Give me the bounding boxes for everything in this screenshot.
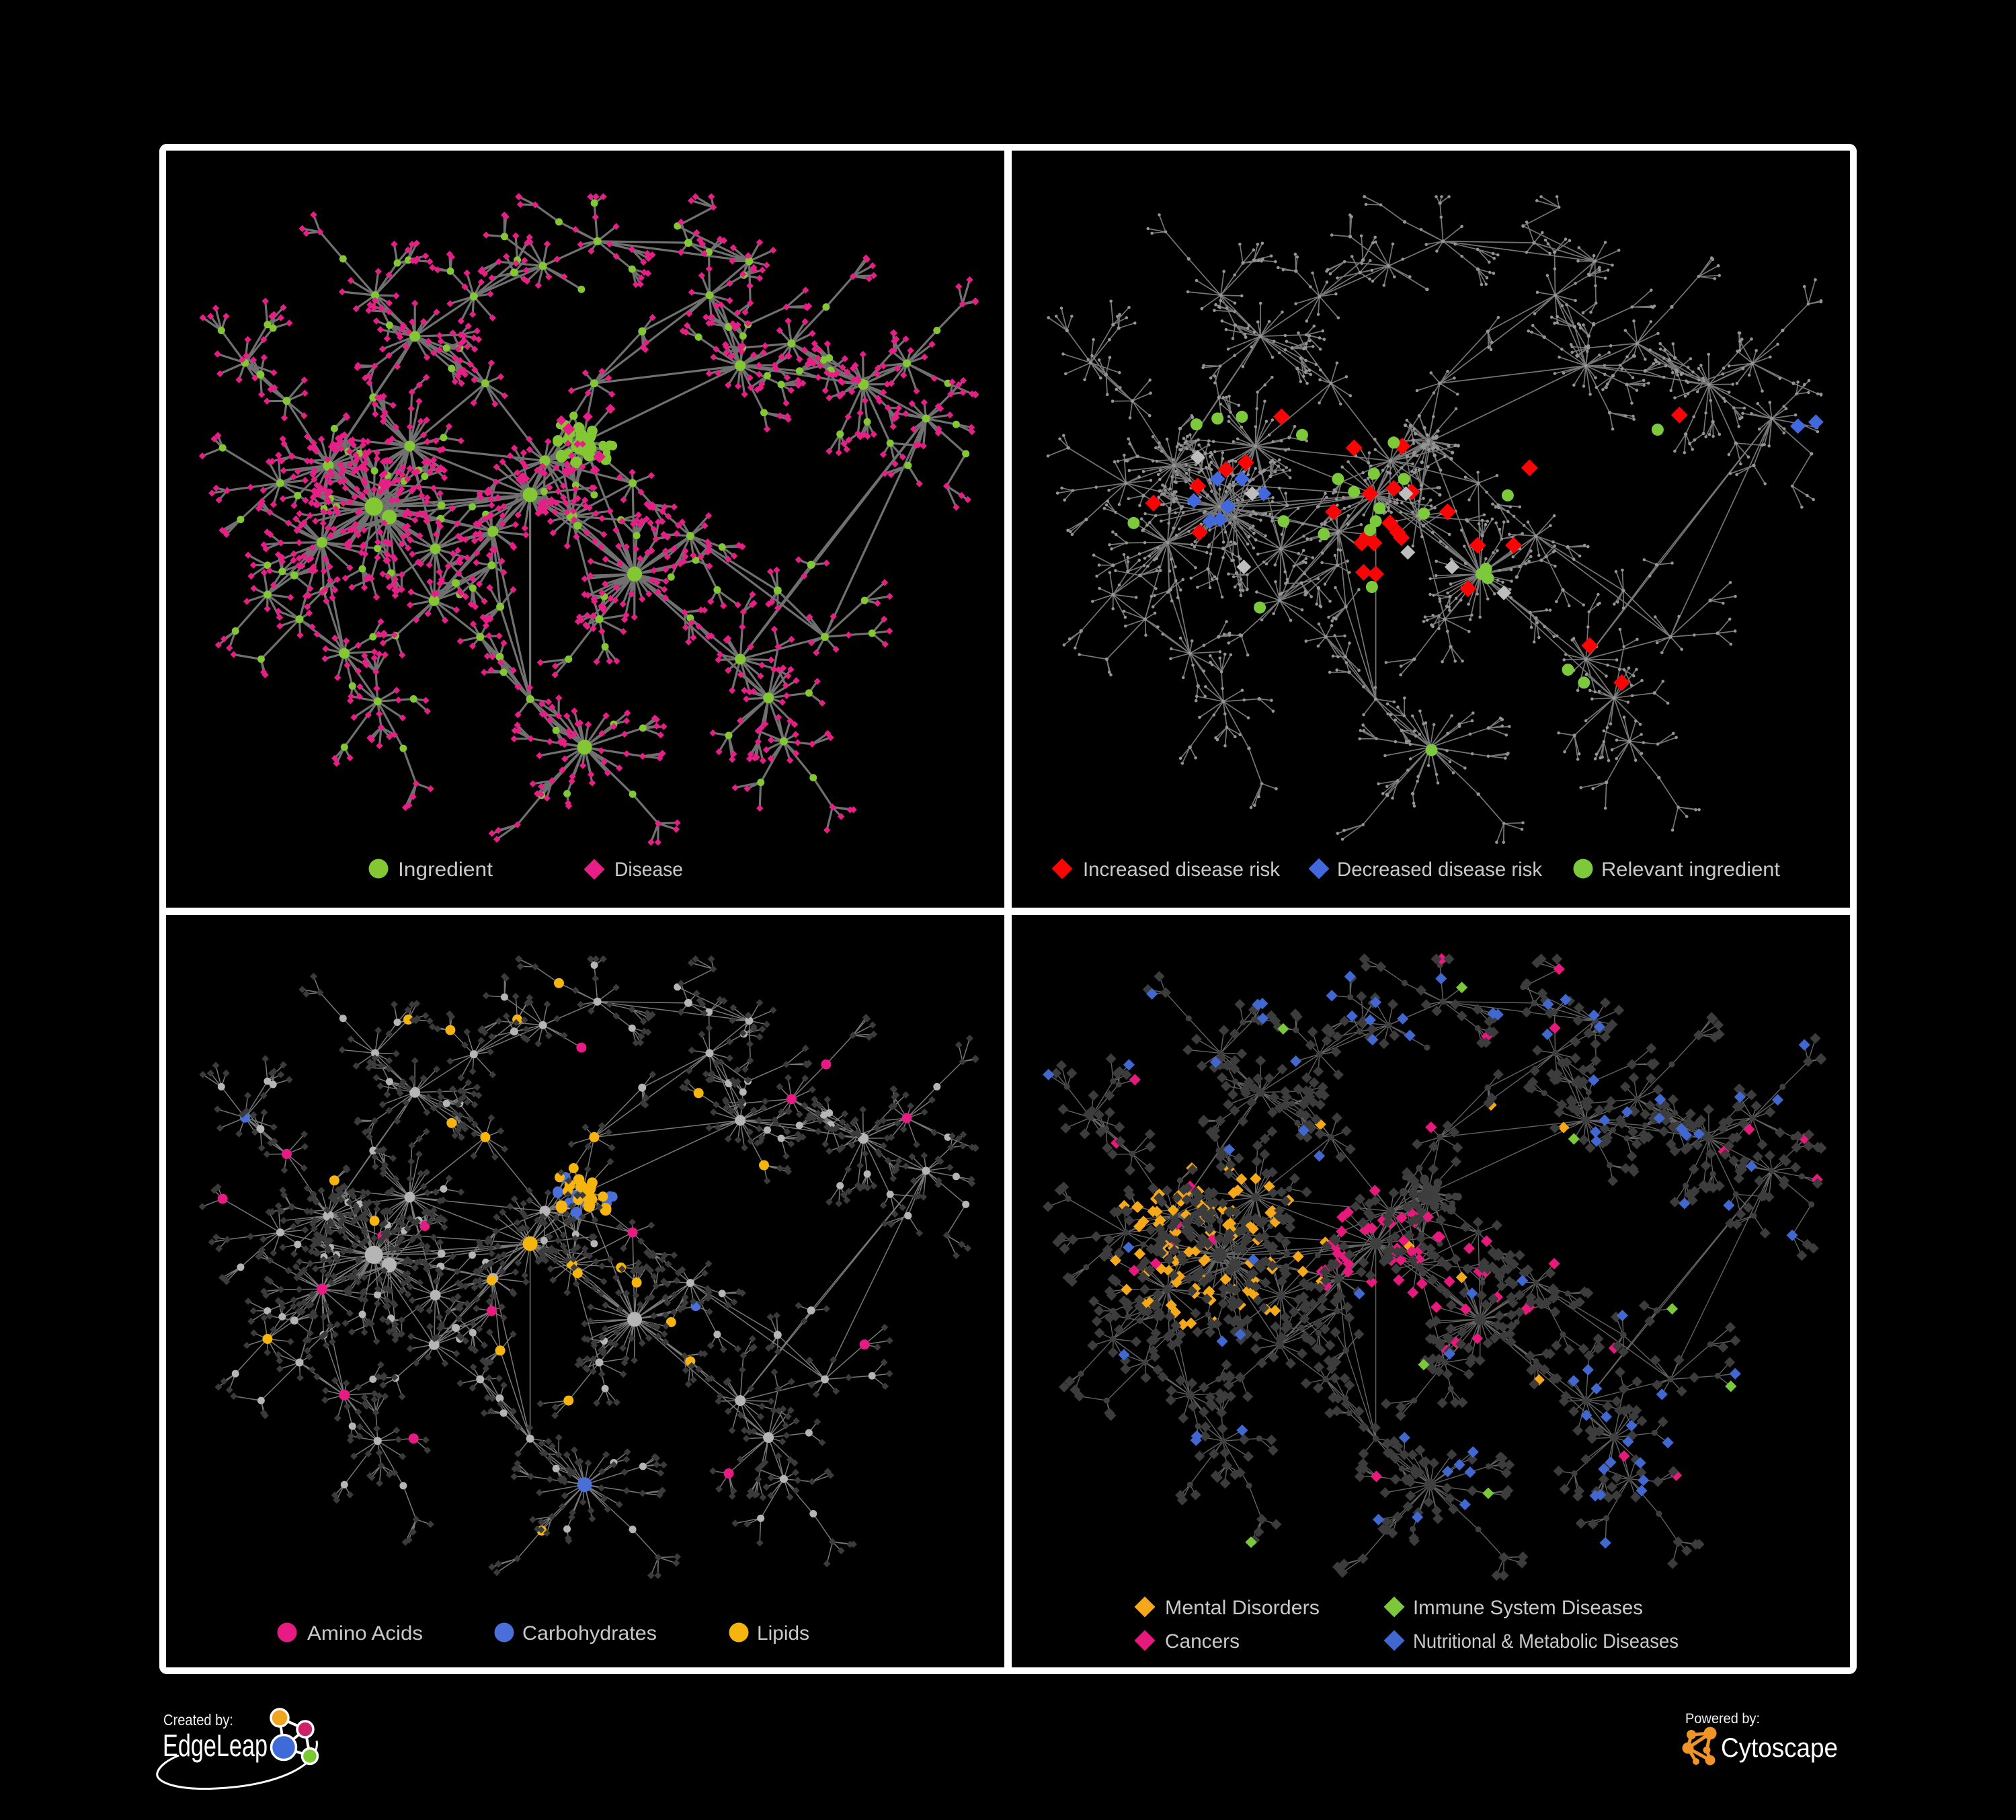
svg-text:Cytoscape: Cytoscape <box>1721 1733 1838 1763</box>
svg-text:Immune System Diseases: Immune System Diseases <box>1413 1597 1643 1619</box>
svg-text:Amino Acids: Amino Acids <box>307 1622 423 1645</box>
svg-text:Nutritional & Metabolic Diseas: Nutritional & Metabolic Diseases <box>1413 1630 1679 1653</box>
svg-text:Cancers: Cancers <box>1165 1630 1240 1653</box>
svg-text:Powered by:: Powered by: <box>1685 1711 1760 1727</box>
svg-text:Increased disease risk: Increased disease risk <box>1083 859 1281 881</box>
svg-text:Decreased disease risk: Decreased disease risk <box>1337 859 1543 881</box>
svg-text:Ingredient: Ingredient <box>398 859 493 881</box>
svg-text:Lipids: Lipids <box>757 1622 809 1645</box>
svg-text:Mental Disorders: Mental Disorders <box>1165 1597 1320 1619</box>
svg-text:Relevant ingredient: Relevant ingredient <box>1601 859 1781 881</box>
svg-text:Created by:: Created by: <box>163 1711 233 1729</box>
svg-text:Disease: Disease <box>614 859 683 881</box>
svg-text:Carbohydrates: Carbohydrates <box>522 1622 657 1645</box>
svg-text:EdgeLeap: EdgeLeap <box>163 1728 268 1763</box>
